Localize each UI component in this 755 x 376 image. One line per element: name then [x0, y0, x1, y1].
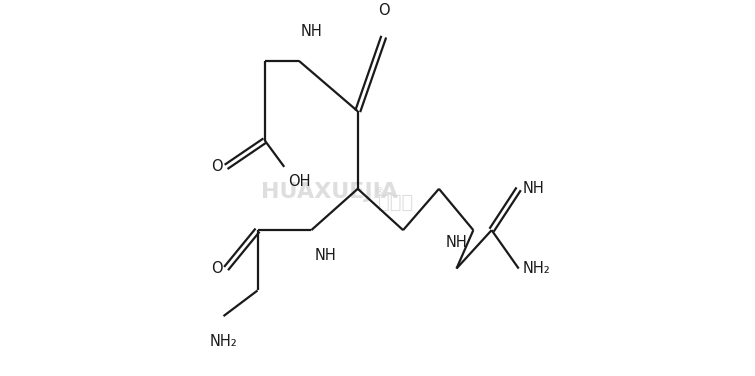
Text: O: O: [211, 261, 223, 276]
Text: NH: NH: [522, 181, 544, 196]
Text: NH₂: NH₂: [210, 334, 237, 349]
Text: NH₂: NH₂: [522, 261, 550, 276]
Text: HUAXUEJIA: HUAXUEJIA: [261, 182, 399, 202]
Text: 化学加: 化学加: [378, 193, 414, 212]
Text: O: O: [378, 3, 390, 18]
Text: O: O: [211, 159, 223, 174]
Text: NH: NH: [314, 249, 336, 264]
Text: ®: ®: [374, 187, 384, 197]
Text: NH: NH: [445, 235, 467, 250]
Text: NH: NH: [300, 24, 322, 39]
Text: OH: OH: [288, 174, 310, 189]
